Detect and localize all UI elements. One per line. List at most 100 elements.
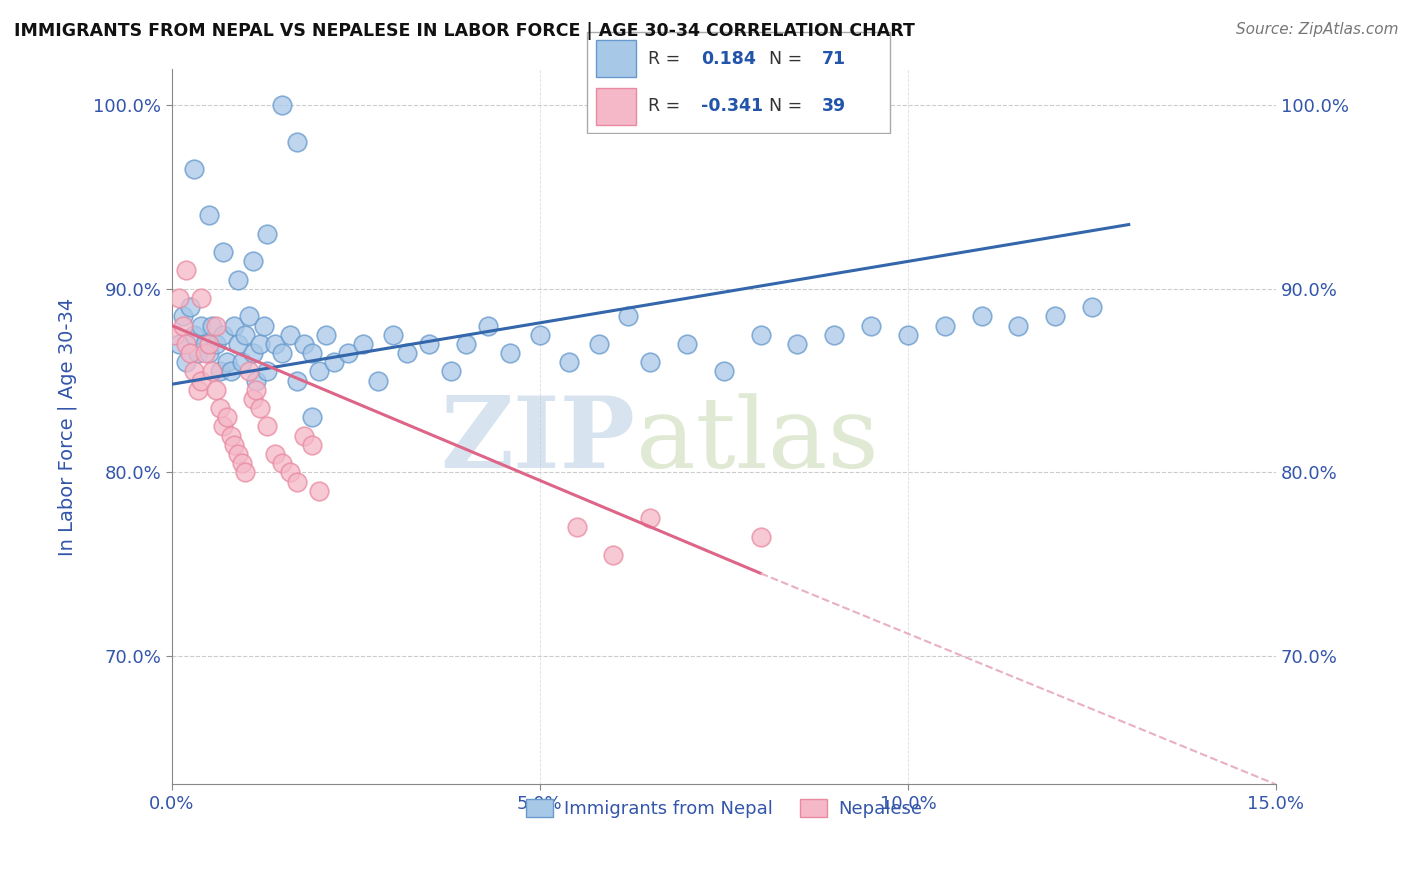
Point [271,346,294,360]
Point [205,337,228,351]
Text: 39: 39 [821,97,846,115]
FancyBboxPatch shape [596,87,636,125]
Point [565,520,588,534]
Point [179,346,201,360]
Text: Source: ZipAtlas.com: Source: ZipAtlas.com [1236,22,1399,37]
Point [194,346,217,360]
Point [1007,318,1029,333]
Point [194,337,217,351]
Point [208,401,231,416]
Point [253,318,276,333]
Legend: Immigrants from Nepal, Nepalese: Immigrants from Nepal, Nepalese [519,792,929,825]
Text: 71: 71 [821,50,846,68]
Point [337,346,360,360]
Point [183,327,205,342]
Point [367,374,389,388]
Point [749,530,772,544]
Text: N =: N = [769,50,808,68]
Point [165,327,187,342]
Point [440,364,463,378]
Point [219,428,242,442]
Point [285,135,308,149]
Point [201,364,224,378]
Point [558,355,581,369]
Point [235,327,257,342]
Text: -0.341: -0.341 [702,97,763,115]
Point [301,346,323,360]
Point [786,337,808,351]
Point [301,438,323,452]
Point [190,318,212,333]
Point [245,374,267,388]
Point [499,346,522,360]
Text: R =: R = [648,50,686,68]
Point [278,327,301,342]
Point [224,438,246,452]
Point [238,364,260,378]
Point [970,310,993,324]
Point [201,318,224,333]
Point [231,456,253,470]
Point [602,548,624,562]
Point [231,355,253,369]
Point [352,337,374,351]
Point [301,410,323,425]
Point [256,364,278,378]
Point [167,337,190,351]
FancyBboxPatch shape [596,40,636,78]
Point [308,483,330,498]
Text: ZIP: ZIP [440,392,636,490]
Point [183,364,205,378]
Point [197,346,219,360]
Point [197,337,219,351]
Point [292,337,315,351]
Point [256,227,278,241]
Point [226,337,249,351]
Point [396,346,419,360]
Point [823,327,845,342]
Point [242,392,264,406]
Point [205,318,228,333]
Point [263,337,285,351]
Point [529,327,551,342]
Y-axis label: In Labor Force | Age 30-34: In Labor Force | Age 30-34 [58,297,77,556]
Point [183,162,205,177]
Point [219,364,242,378]
Point [235,466,257,480]
Point [215,410,238,425]
Point [638,511,661,525]
Point [226,447,249,461]
Point [226,272,249,286]
Point [224,318,246,333]
Point [271,98,294,112]
Point [176,355,198,369]
Point [249,337,271,351]
Text: IMMIGRANTS FROM NEPAL VS NEPALESE IN LABOR FORCE | AGE 30-34 CORRELATION CHART: IMMIGRANTS FROM NEPAL VS NEPALESE IN LAB… [14,22,915,40]
Text: atlas: atlas [636,392,879,489]
Point [418,337,440,351]
Point [934,318,956,333]
Point [167,291,190,305]
Point [212,327,235,342]
Point [212,419,235,434]
Point [249,401,271,416]
Point [278,466,301,480]
Point [197,208,219,222]
Point [381,327,404,342]
Point [176,263,198,277]
Point [212,245,235,260]
Point [860,318,883,333]
Point [179,300,201,314]
Point [208,364,231,378]
Point [205,383,228,397]
Point [285,475,308,489]
Text: 0.184: 0.184 [702,50,756,68]
Point [713,364,735,378]
Point [215,355,238,369]
Point [190,374,212,388]
Point [172,318,194,333]
Point [315,327,337,342]
Point [263,447,285,461]
Point [617,310,640,324]
Point [186,383,208,397]
